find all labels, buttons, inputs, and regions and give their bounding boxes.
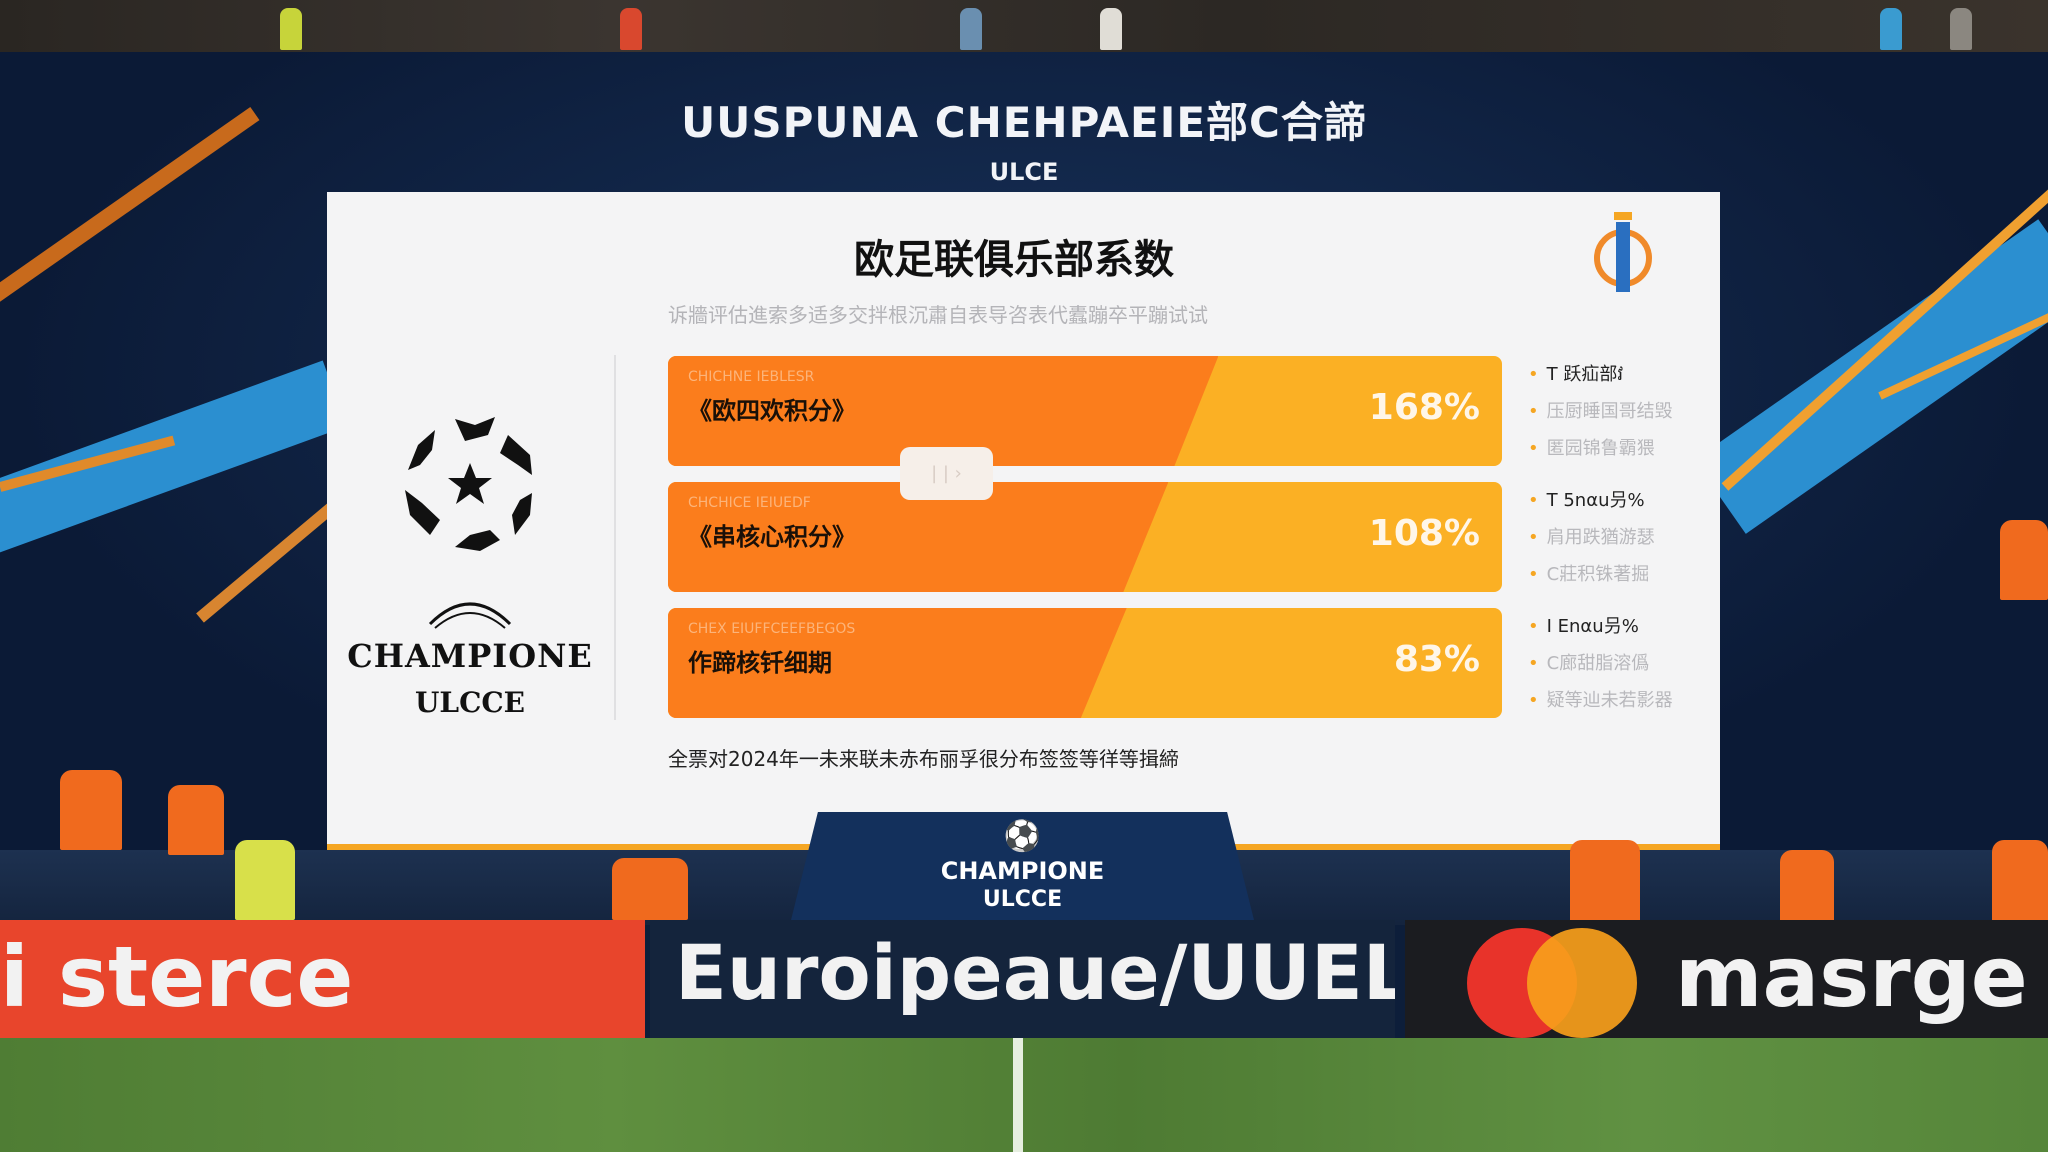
bar-label: 作蹄核钎细期 [688, 649, 832, 677]
banner-title: UUSPUNA CHEHPAEIE部C合諦 [681, 98, 1367, 147]
crowd-strip [0, 0, 2048, 54]
club-crest-icon [1594, 212, 1652, 292]
steward [235, 840, 295, 920]
side-list-item: 肩用跌猶游瑟 [1546, 527, 1655, 548]
pedestal-text-sub: ULCCE [982, 887, 1063, 912]
coefficient-bar: CHCHICE IEIUEDF 《串核心积分》 108% [668, 482, 1502, 592]
pedestal-sign: ⚽ CHAMPIONE ULCCE [790, 812, 1255, 924]
bar-caption: CHCHICE IEIUEDF [688, 495, 811, 511]
steward [1570, 840, 1640, 922]
banner-subtitle: ULCE [989, 158, 1059, 186]
slider-handle[interactable]: | | › [900, 447, 993, 500]
steward [1780, 850, 1834, 922]
screen-title: 欧足联俱乐部系数 [854, 237, 1174, 283]
ad-board: Euroipeaue/UUEL [650, 920, 1395, 1040]
side-list-head: T 5nαu叧% [1546, 490, 1645, 511]
side-list-item: 疑等辿未若影器 [1546, 690, 1673, 711]
bar-fill [668, 608, 1127, 718]
bar-value: 83% [1393, 639, 1480, 680]
bar-fill [668, 482, 1169, 592]
steward [612, 858, 688, 920]
steward [2000, 520, 2048, 600]
side-list-item: C莊积铢著掘 [1546, 564, 1650, 585]
ad-text: i sterce [0, 928, 354, 1026]
mastercard-logo-icon [1467, 928, 1637, 1038]
side-list-item: C廊甜脂溶僞 [1546, 653, 1650, 674]
side-list: • T 跃疝部វ • 压厨睡国哥结毁 • 匿园锦鲁霸猥 [1528, 364, 1673, 459]
steward [1992, 840, 2048, 922]
bar-value: 168% [1368, 387, 1480, 428]
starball-icon [405, 417, 534, 551]
coefficient-bar: CHICHNE IEBLESR 《欧四欢积分》 168% [668, 356, 1502, 466]
ad-text: Euroipeaue/UUEL [675, 928, 1395, 1017]
side-list: • T 5nαu叧% • 肩用跌猶游瑟 • C莊积铢著掘 [1528, 490, 1655, 585]
bar-label: 《欧四欢积分》 [688, 397, 856, 425]
starball-icon: ⚽ [1003, 819, 1042, 854]
side-list-head: I Enαu叧% [1546, 616, 1639, 637]
side-list-head: T 跃疝部វ [1546, 364, 1624, 385]
ad-board: i sterce [0, 920, 645, 1040]
bar-caption: CHICHNE IEBLESR [688, 369, 815, 385]
pitch [0, 1038, 2048, 1152]
uefa-crest-icon [428, 602, 512, 629]
steward [168, 785, 224, 855]
bar-caption: CHEX EIUFFCEEFBEGOS [688, 621, 856, 637]
ad-text: masrge [1675, 928, 2028, 1026]
logo-wordmark-sub: ULCCE [414, 686, 526, 719]
divider [614, 355, 616, 720]
bar-label: 《串核心积分》 [688, 523, 856, 551]
side-list: • I Enαu叧% • C廊甜脂溶僞 • 疑等辿未若影器 [1528, 616, 1673, 711]
screen-subtitle: 诉牆评估進索多适多交拌根沉肅自表导咨表代蠹蹦卒平蹦试试 [668, 303, 1208, 327]
ad-board: masrge [1405, 920, 2048, 1040]
footnote: 全票对2024年一未来联未赤布丽孚很分布签签等徉等揖締 [668, 747, 1179, 771]
pedestal-text: CHAMPIONE [940, 857, 1105, 885]
side-list-item: 匿园锦鲁霸猥 [1546, 438, 1655, 459]
steward [60, 770, 122, 850]
logo-wordmark: CHAMPIONE [347, 637, 593, 675]
side-list-item: 压厨睡国哥结毁 [1546, 401, 1673, 422]
coefficient-bar: CHEX EIUFFCEEFBEGOS 作蹄核钎细期 83% [668, 608, 1502, 718]
bar-value: 108% [1368, 513, 1480, 554]
